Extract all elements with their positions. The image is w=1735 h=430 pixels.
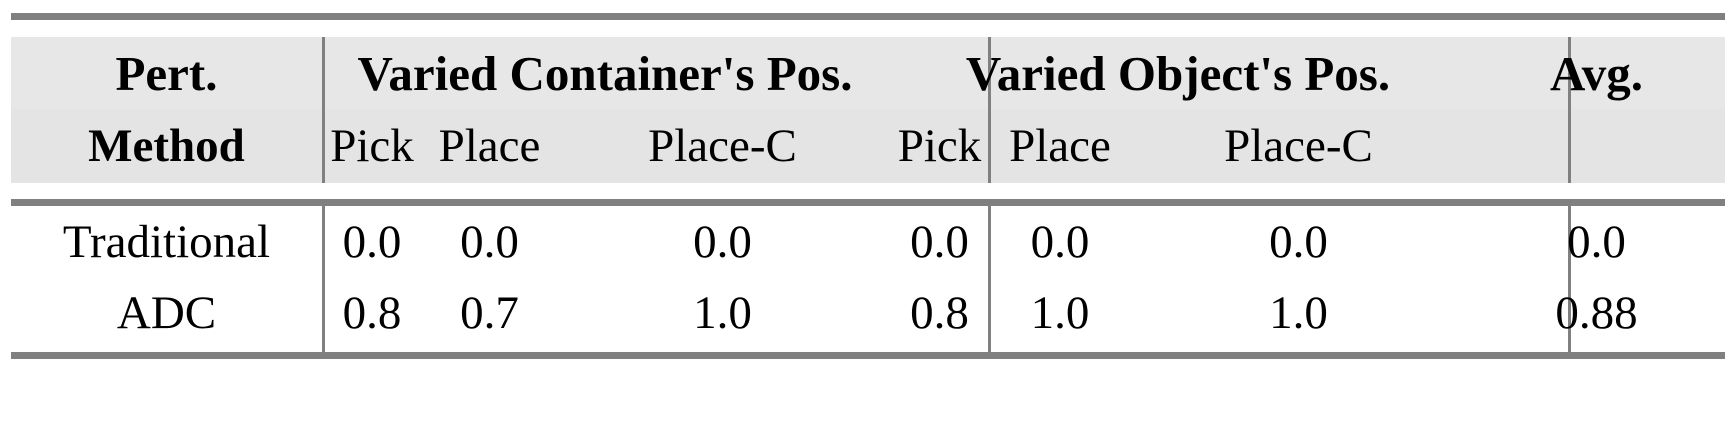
cell-traditional-container-place-c: 0.0 (693, 215, 752, 268)
bottom-spacer-row (11, 348, 1725, 423)
cell-adc-object-place: 1.0 (1030, 286, 1090, 339)
header-group-varied-container: Varied Container's Pos. (357, 45, 853, 101)
cell-adc-container-place-c: 1.0 (693, 286, 752, 339)
header-avg-blank (1468, 109, 1725, 183)
table-top-rule (11, 13, 1725, 20)
header-subrow-shade (11, 109, 1725, 183)
header-shaded-band (11, 37, 1725, 183)
cell-traditional-container-place: 0.0 (460, 215, 519, 268)
body-vertical-separator-1 (322, 206, 325, 352)
mid-spacer-cell (11, 183, 1725, 206)
cell-adc-object-pick: 0.8 (910, 286, 969, 339)
cell-adc-container-place: 0.7 (460, 286, 519, 339)
cell-traditional-container-pick: 0.0 (342, 215, 402, 268)
cell-adc-avg: 0.88 (1555, 286, 1638, 339)
body-vertical-separator-2 (988, 206, 991, 352)
mid-spacer-row (11, 183, 1725, 206)
table-row: Traditional 0.0 0.0 0.0 0.0 0.0 0.0 0.0 (11, 206, 1725, 277)
header-vertical-separator-2 (988, 37, 991, 183)
header-row-columns: Method Pick Place Place-C Pick Place Pla… (11, 109, 1725, 183)
cell-traditional-object-place: 0.0 (1030, 215, 1090, 268)
top-spacer-cell (11, 0, 1725, 37)
table-bottom-rule (11, 352, 1725, 359)
header-group-varied-object: Varied Object's Pos. (965, 45, 1391, 101)
cell-traditional-object-pick: 0.0 (910, 215, 969, 268)
row-label-traditional: Traditional (62, 215, 271, 268)
top-spacer-row (11, 0, 1725, 37)
header-container-place-c: Place-C (648, 120, 797, 172)
header-container-pick: Pick (330, 120, 414, 172)
cell-traditional-object-place-c: 0.0 (1269, 215, 1328, 268)
results-table: Pert. Varied Container's Pos. Varied Obj… (11, 0, 1725, 423)
table-row: ADC 0.8 0.7 1.0 0.8 1.0 1.0 0.88 (11, 277, 1725, 348)
header-method: Method (88, 120, 245, 172)
body-vertical-separator-3 (1568, 206, 1571, 352)
header-vertical-separator-1 (322, 37, 325, 183)
header-group-avg: Avg. (1550, 45, 1643, 101)
bottom-spacer-cell (11, 348, 1725, 423)
cell-traditional-avg: 0.0 (1567, 215, 1626, 268)
header-object-pick: Pick (897, 120, 982, 172)
cell-adc-container-pick: 0.8 (342, 286, 402, 339)
row-label-adc: ADC (116, 286, 217, 339)
header-row-groups: Pert. Varied Container's Pos. Varied Obj… (11, 37, 1725, 109)
header-object-place-c: Place-C (1224, 120, 1373, 172)
cell-adc-object-place-c: 1.0 (1269, 286, 1328, 339)
header-pert: Pert. (115, 45, 218, 101)
header-container-place: Place (438, 120, 541, 172)
header-object-place: Place (1009, 120, 1111, 172)
header-vertical-separator-3 (1568, 37, 1571, 183)
table-middle-rule (11, 199, 1725, 206)
